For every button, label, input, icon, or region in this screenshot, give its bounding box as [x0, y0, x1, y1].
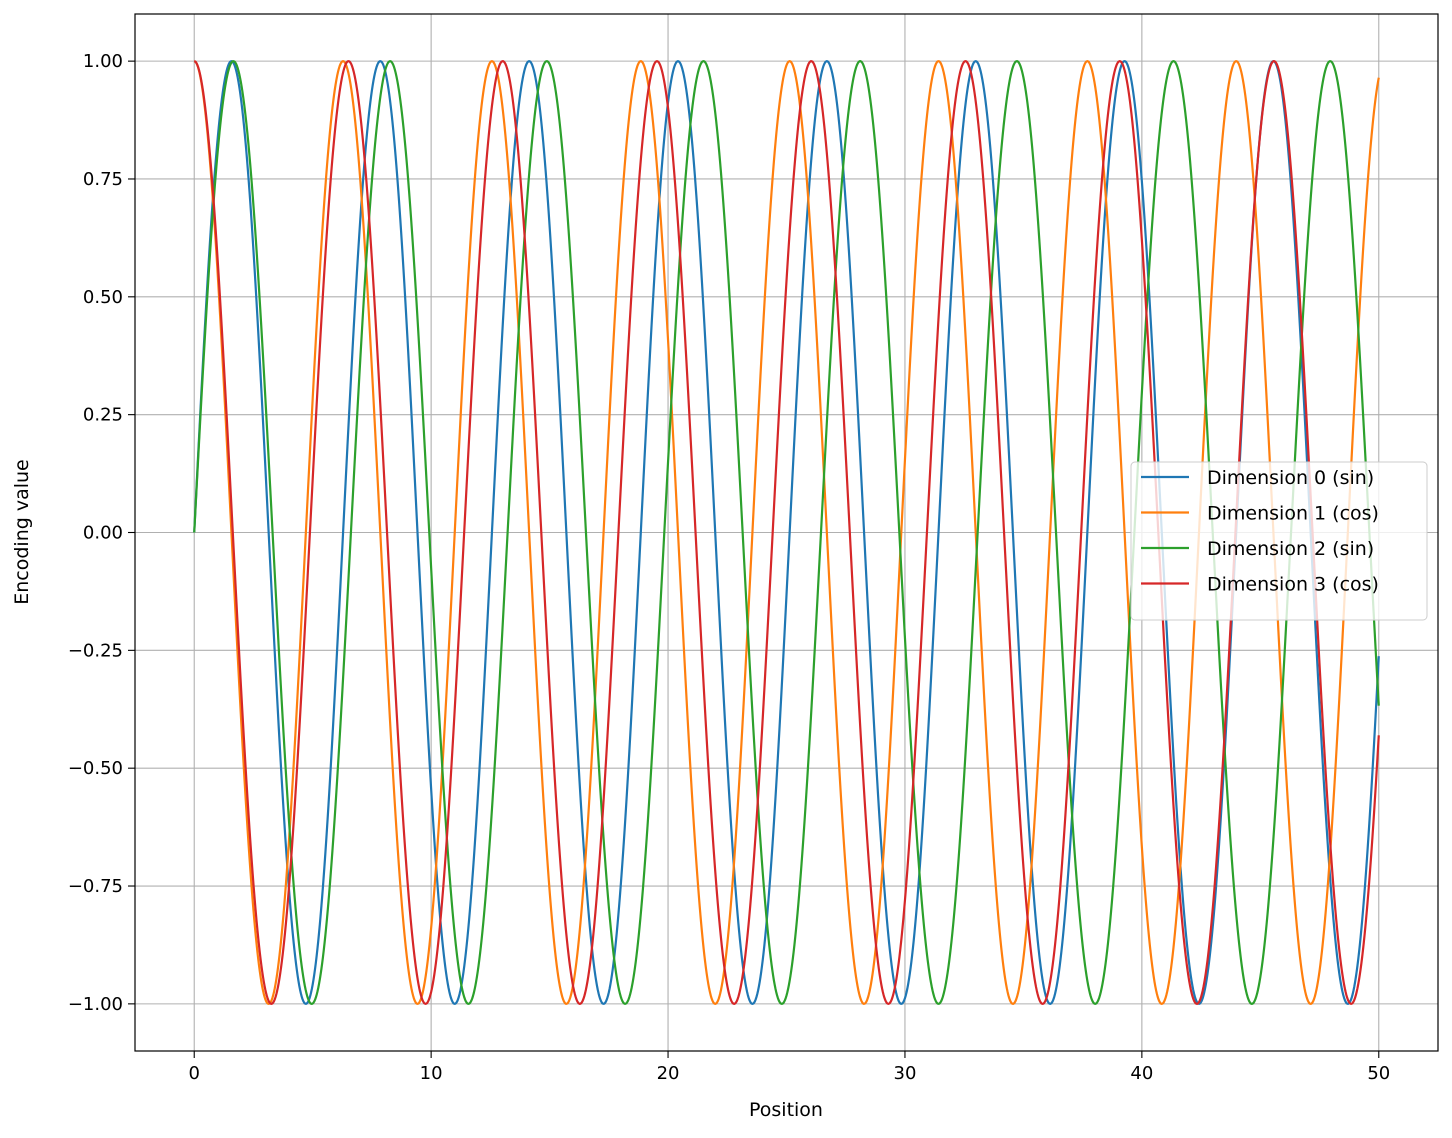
legend-label: Dimension 0 (sin) [1207, 467, 1374, 489]
y-tick-label: −1.00 [68, 994, 123, 1015]
y-tick-label: 0.00 [83, 523, 123, 544]
legend: Dimension 0 (sin) Dimension 1 (cos) Dimens… [1130, 461, 1428, 621]
series-line-2 [193, 60, 1380, 1005]
series-line-3 [193, 60, 1380, 1005]
ticks: 0 10 20 30 40 50 1.00 0.75 0.50 0.25 0.00 −0.25 −0.5… [68, 51, 1390, 1084]
y-tick-label: 0.75 [83, 169, 123, 190]
legend-label: Dimension 3 (cos) [1207, 574, 1379, 596]
legend-label: Dimension 1 (cos) [1207, 503, 1379, 525]
series-lines [193, 60, 1380, 1005]
x-tick-label: 30 [894, 1063, 917, 1084]
y-tick-label: 0.50 [83, 287, 123, 308]
y-axis-label: Encoding value [11, 459, 33, 605]
x-tick-label: 40 [1130, 1063, 1153, 1084]
x-tick-label: 50 [1367, 1063, 1390, 1084]
legend-label: Dimension 2 (sin) [1207, 538, 1374, 560]
y-tick-label: −0.25 [68, 640, 123, 661]
series-line-1 [193, 60, 1380, 1005]
x-tick-label: 10 [420, 1063, 443, 1084]
y-tick-label: 1.00 [83, 51, 123, 72]
x-axis-label: Position [749, 1099, 823, 1121]
y-tick-label: −0.75 [68, 876, 123, 897]
x-tick-label: 20 [657, 1063, 680, 1084]
plot-area [193, 60, 1380, 1005]
series-line-0 [193, 60, 1380, 1005]
legend-box [1130, 461, 1428, 621]
y-tick-label: −0.50 [68, 758, 123, 779]
y-tick-label: 0.25 [83, 405, 123, 426]
x-tick-label: 0 [189, 1063, 200, 1084]
